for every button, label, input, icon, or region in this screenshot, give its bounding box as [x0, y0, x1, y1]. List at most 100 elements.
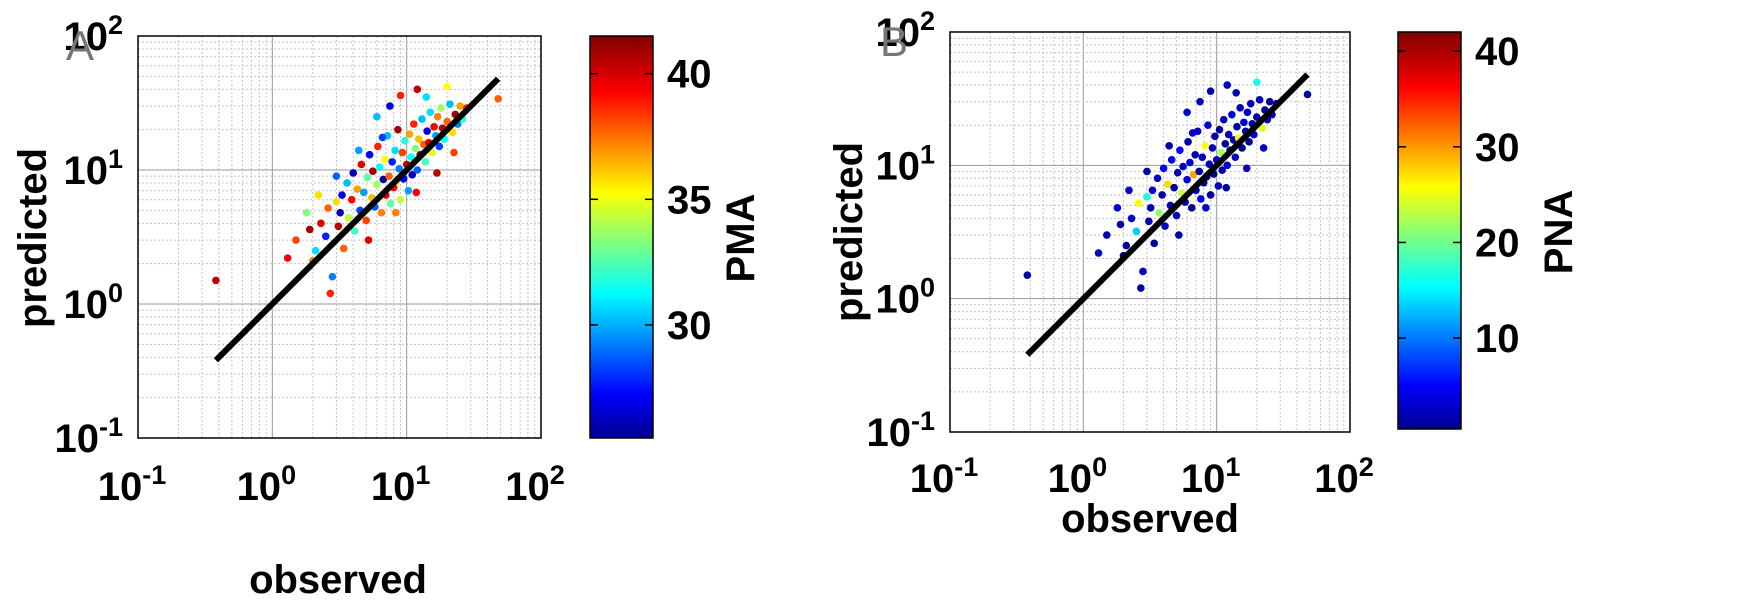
- scatter-point: [414, 135, 423, 143]
- scatter-point: [377, 208, 386, 217]
- scatter-point: [1023, 271, 1032, 279]
- y-tick-label: 10-1: [54, 412, 123, 461]
- scatter-point: [1303, 90, 1312, 99]
- scatter-point: [1217, 148, 1225, 157]
- colorbar-label-b: PNA: [1537, 190, 1581, 274]
- scatter-point: [362, 216, 371, 225]
- colorbar-tick-label: 30: [1475, 126, 1520, 170]
- scatter-point: [1179, 162, 1187, 171]
- scatter-point: [412, 188, 421, 197]
- colorbar-tick-label: 35: [667, 178, 712, 222]
- scatter-point: [302, 208, 311, 217]
- y-axis-label-b: predicted: [827, 142, 871, 322]
- scatter-point: [1233, 122, 1241, 131]
- scatter-point: [395, 165, 404, 173]
- scatter-point: [332, 172, 341, 180]
- scatter-point: [364, 236, 373, 244]
- scatter-point: [212, 276, 220, 285]
- scatter-point: [1161, 222, 1169, 230]
- scatter-point: [1113, 204, 1122, 212]
- scatter-point: [1116, 220, 1125, 229]
- scatter-point: [1150, 239, 1158, 248]
- panel-label-b: B: [880, 18, 908, 65]
- scatter-point: [1158, 191, 1166, 199]
- scatter-point: [1137, 284, 1145, 292]
- colorbar-b: [1397, 31, 1462, 430]
- scatter-point: [1214, 182, 1223, 190]
- scatter-point: [311, 246, 320, 255]
- scatter-point: [369, 167, 377, 175]
- y-tick-label: 101: [63, 144, 123, 193]
- scatter-point: [386, 199, 395, 208]
- scatter-point: [385, 172, 393, 180]
- scatter-point: [396, 91, 405, 100]
- scatter-point: [394, 125, 402, 134]
- scatter-point: [354, 146, 363, 155]
- scatter-point: [1253, 78, 1261, 87]
- scatter-point: [1243, 108, 1252, 117]
- scatter-point: [283, 254, 292, 262]
- scatter-point: [381, 155, 389, 164]
- scatter-point: [1189, 170, 1198, 179]
- panel-b: 10-110-1 100 100 101 101 102 102 B observed pr…: [827, 6, 1581, 541]
- scatter-point: [1236, 104, 1244, 112]
- reference-line-b: [1025, 72, 1310, 357]
- scatter-point: [305, 225, 314, 234]
- scatter-point: [1139, 267, 1147, 276]
- y-tick-label: 102: [63, 10, 123, 59]
- scatter-point: [1127, 214, 1136, 223]
- scatter-point: [1215, 125, 1224, 134]
- scatter-point: [1143, 167, 1151, 176]
- scatter-point: [1255, 96, 1264, 104]
- scatter-point: [391, 208, 400, 217]
- y-axis-label-a: predicted: [11, 148, 55, 328]
- scatter-point: [1265, 97, 1274, 106]
- scatter-point: [1242, 164, 1251, 173]
- x-tick-label: 10-1: [910, 452, 979, 501]
- scatter-point: [423, 127, 431, 135]
- scatter-point: [373, 180, 381, 189]
- scatter-point: [1198, 153, 1207, 162]
- scatter-point: [421, 158, 430, 166]
- scatter-point: [1191, 150, 1199, 159]
- scatter-point: [386, 102, 394, 110]
- x-tick-label: 100: [1048, 452, 1108, 501]
- scatter-point: [349, 169, 358, 177]
- x-tick-label: 100: [237, 460, 297, 509]
- scatter-point: [344, 213, 353, 222]
- scatter-point: [1240, 118, 1248, 127]
- scatter-point: [1224, 130, 1233, 139]
- scatter-point: [433, 169, 441, 177]
- y-tick-label: 100: [63, 278, 123, 327]
- scatter-point: [378, 133, 387, 142]
- scatter-point: [443, 117, 451, 126]
- x-tick-label: 101: [1181, 452, 1241, 501]
- scatter-point: [428, 148, 437, 157]
- scatter-point: [1175, 231, 1183, 239]
- scatter-point: [338, 191, 346, 199]
- scatter-point: [1145, 217, 1153, 226]
- x-tick-label: 102: [1314, 452, 1374, 501]
- scatter-point: [435, 142, 444, 151]
- x-axis-label-b: observed: [1061, 497, 1239, 541]
- y-tick-label: 102: [875, 6, 935, 55]
- scatter-point: [1172, 211, 1181, 220]
- scatter-point: [388, 158, 396, 166]
- scatter-point: [334, 222, 343, 231]
- scatter-point: [347, 195, 356, 204]
- panel-label-a: A: [66, 22, 94, 69]
- scatter-point: [448, 128, 457, 137]
- x-tick-label: 101: [371, 460, 431, 509]
- colorbar-tick-label: 10: [1475, 317, 1520, 361]
- colorbar-ticks-a: 30 35 40: [590, 53, 712, 348]
- scatter-point: [1163, 180, 1172, 189]
- scatter-point: [1195, 167, 1204, 176]
- scatter-point: [1221, 140, 1230, 148]
- scatter-point: [1132, 227, 1141, 236]
- scatter-point: [1211, 132, 1219, 141]
- scatter-point: [1094, 249, 1103, 257]
- scatter-point: [407, 153, 415, 161]
- scatter-point: [1153, 174, 1162, 183]
- scatter-point: [446, 100, 454, 108]
